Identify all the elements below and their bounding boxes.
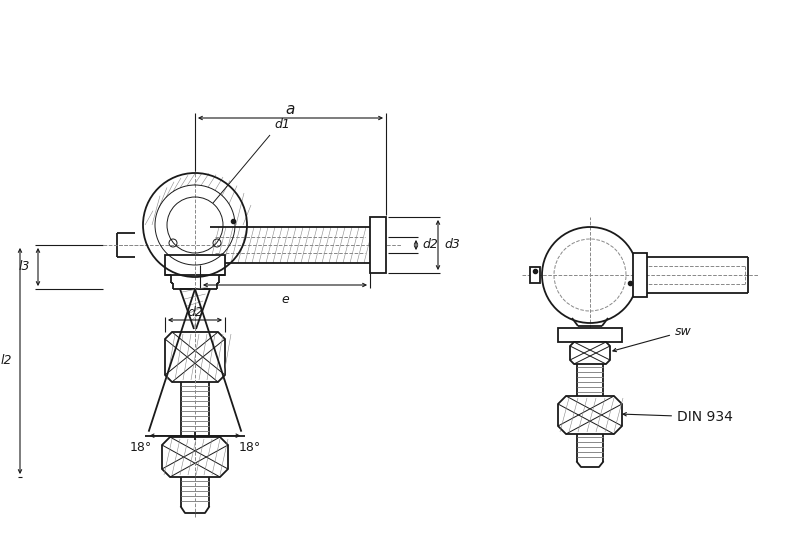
Bar (558, 328, 622, 342)
Text: e: e (281, 293, 289, 306)
Polygon shape (162, 437, 228, 477)
Text: d2: d2 (187, 306, 203, 320)
Polygon shape (558, 396, 622, 434)
Text: 18°: 18° (130, 441, 152, 454)
Text: 18°: 18° (238, 441, 261, 454)
Text: d2: d2 (422, 239, 438, 251)
Text: sw: sw (613, 325, 692, 352)
Text: l3: l3 (18, 260, 30, 274)
Text: d1: d1 (274, 118, 290, 131)
Bar (530, 267, 540, 283)
Bar (633, 253, 647, 297)
Text: d3: d3 (444, 239, 460, 251)
Text: DIN 934: DIN 934 (623, 410, 733, 424)
Text: l2: l2 (1, 355, 12, 367)
Bar (165, 255, 225, 275)
Text: a: a (286, 103, 295, 118)
Bar (370, 217, 386, 273)
Polygon shape (165, 332, 225, 382)
Polygon shape (570, 342, 610, 364)
